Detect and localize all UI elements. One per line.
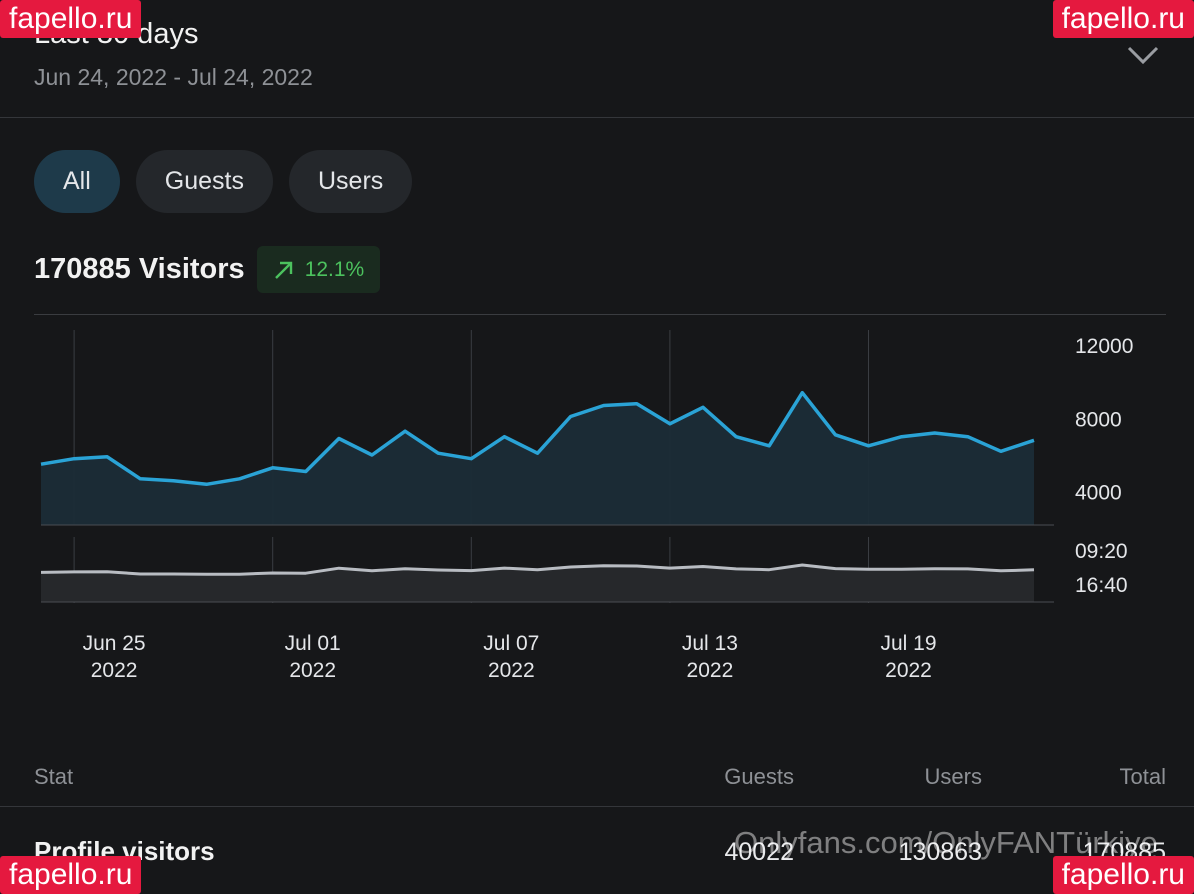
x-tick-label: Jul 07: [483, 632, 539, 655]
column-total: Total: [1119, 764, 1166, 789]
x-tick-year: 2022: [488, 659, 535, 682]
y-tick-label: 16:40: [1075, 574, 1128, 597]
column-guests: Guests: [724, 764, 794, 789]
tab-guests[interactable]: Guests: [135, 150, 273, 213]
watermark-text: Onlyfans.com/OnlyFANTürkiye: [734, 825, 1158, 860]
trend-value: 12.1%: [304, 257, 365, 281]
period-header[interactable]: Last 30 days Jun 24, 2022 - Jul 24, 2022: [0, 0, 1194, 118]
x-tick-year: 2022: [289, 659, 336, 682]
divider: [34, 314, 1166, 315]
column-users: Users: [924, 764, 982, 789]
x-tick-label: Jul 01: [285, 632, 341, 655]
trend-badge: 12.1%: [256, 246, 381, 293]
visitors-total: 170885 Visitors: [34, 253, 245, 285]
watermark-badge: fapello.ru: [0, 856, 142, 894]
visitor-filter-tabs: All Guests Users: [34, 150, 413, 213]
y-tick-label: 12000: [1075, 335, 1133, 358]
tab-all[interactable]: All: [34, 150, 120, 213]
watermark-badge: fapello.ru: [1052, 0, 1194, 38]
x-tick-label: Jul 19: [880, 632, 936, 655]
x-tick-year: 2022: [885, 659, 932, 682]
watermark-badge: fapello.ru: [0, 0, 142, 38]
y-tick-label: 8000: [1075, 408, 1122, 431]
x-tick-label: Jun 25: [83, 632, 146, 655]
period-range: Jun 24, 2022 - Jul 24, 2022: [34, 64, 313, 90]
tab-users[interactable]: Users: [289, 150, 413, 213]
y-tick-label: 09:20: [1075, 540, 1128, 563]
y-tick-label: 4000: [1075, 482, 1122, 505]
visitors-area: [41, 392, 1034, 525]
x-tick-year: 2022: [687, 659, 734, 682]
visitors-chart: 4000 8000 12000 16:40 09:20 Jun 25 2022 Jul 01 2…: [40, 330, 1133, 682]
x-tick-year: 2022: [91, 659, 138, 682]
arrow-up-right-icon: [274, 261, 292, 279]
chevron-down-icon[interactable]: [1126, 42, 1160, 70]
watermark-badge: fapello.ru: [1052, 856, 1194, 894]
row-guests-value: 40022: [724, 838, 794, 866]
visitors-line: [40, 390, 1035, 487]
duration-line: [40, 563, 1035, 576]
stats-table-header: Stat Guests Users Total: [0, 760, 1194, 807]
column-stat: Stat: [34, 764, 74, 789]
x-tick-label: Jul 13: [682, 632, 738, 655]
row-users-value: 130863: [898, 838, 982, 866]
visitors-summary: 170885 Visitors 12.1%: [34, 246, 381, 293]
